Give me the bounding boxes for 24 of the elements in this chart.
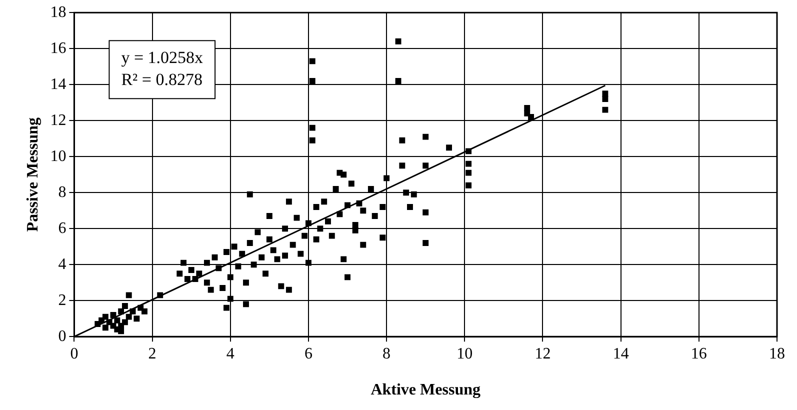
x-tick-label: 10 bbox=[456, 345, 473, 362]
y-tick-label: 14 bbox=[50, 76, 66, 93]
x-tick-label: 4 bbox=[226, 345, 234, 362]
x-tick-label: 14 bbox=[612, 345, 629, 362]
x-tick-label: 16 bbox=[690, 345, 707, 362]
y-tick-label: 6 bbox=[58, 220, 66, 237]
x-tick-label: 8 bbox=[382, 345, 391, 362]
y-axis-title: Passive Messung bbox=[24, 117, 42, 232]
y-tick-label: 10 bbox=[50, 148, 66, 165]
y-tick-label: 0 bbox=[58, 328, 66, 345]
y-tick-label: 4 bbox=[58, 256, 66, 273]
x-tick-label: 12 bbox=[534, 345, 551, 362]
x-axis-title: Aktive Messung bbox=[370, 382, 480, 399]
annotation: R² = 0.8278 bbox=[121, 70, 202, 90]
y-tick-label: 16 bbox=[50, 40, 66, 57]
x-tick-label: 0 bbox=[70, 345, 78, 362]
y-tick-label: 12 bbox=[50, 112, 66, 129]
x-tick-label: 2 bbox=[148, 345, 156, 362]
y-tick-label: 18 bbox=[50, 4, 66, 21]
x-tick-label: 6 bbox=[304, 345, 312, 362]
annotation: y = 1.0258x bbox=[121, 48, 204, 68]
y-tick-label: 8 bbox=[58, 184, 66, 201]
y-tick-label: 2 bbox=[58, 292, 66, 309]
x-tick-label: 18 bbox=[769, 345, 785, 362]
